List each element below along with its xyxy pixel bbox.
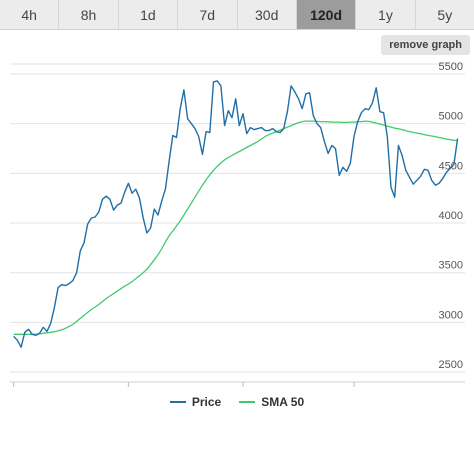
legend-item-sma-50[interactable]: SMA 50 bbox=[239, 395, 304, 409]
chart-legend: Price SMA 50 bbox=[0, 392, 474, 412]
timeframe-tabs: 4h 8h 1d 7d 30d 120d 1y 5y bbox=[0, 0, 474, 30]
tab-1d[interactable]: 1d bbox=[119, 0, 179, 29]
tab-30d[interactable]: 30d bbox=[238, 0, 297, 29]
legend-swatch bbox=[239, 401, 256, 403]
tab-120d[interactable]: 120d bbox=[296, 0, 357, 29]
grid-layer bbox=[10, 63, 465, 373]
tab-7d[interactable]: 7d bbox=[178, 0, 238, 29]
legend-label: SMA 50 bbox=[261, 395, 305, 409]
price-chart: 2500300035004000450050005500Jul '25Aug '… bbox=[10, 61, 465, 387]
tab-8h[interactable]: 8h bbox=[59, 0, 119, 29]
y-tick-label: 2500 bbox=[439, 359, 463, 371]
y-tick-label: 3500 bbox=[439, 260, 463, 272]
legend-label: Price bbox=[191, 395, 222, 409]
y-tick-label: 5000 bbox=[439, 111, 463, 123]
series-line-price bbox=[13, 80, 459, 348]
remove-graph-button[interactable]: remove graph bbox=[381, 35, 470, 55]
y-tick-label: 4500 bbox=[439, 160, 463, 172]
series-layer bbox=[13, 80, 459, 348]
legend-swatch bbox=[169, 401, 186, 403]
series-line-sma-50 bbox=[13, 120, 458, 335]
legend-item-price[interactable]: Price bbox=[169, 395, 222, 409]
axis-layer: 2500300035004000450050005500Jul '25Aug '… bbox=[10, 61, 465, 387]
tab-4h[interactable]: 4h bbox=[0, 0, 60, 29]
y-tick-label: 4000 bbox=[439, 210, 463, 222]
y-tick-label: 5500 bbox=[439, 61, 463, 73]
tab-5y[interactable]: 5y bbox=[437, 6, 453, 23]
tab-1y[interactable]: 1y bbox=[356, 0, 416, 29]
y-tick-label: 3000 bbox=[439, 309, 463, 321]
